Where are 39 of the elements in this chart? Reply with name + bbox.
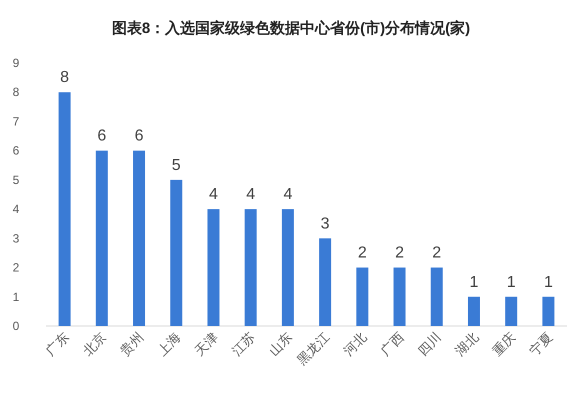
data-label: 3 — [320, 215, 330, 232]
y-tick-label: 0 — [12, 319, 20, 333]
data-label: 6 — [134, 128, 144, 145]
data-label: 4 — [283, 186, 292, 204]
x-tick-label: 四川 — [414, 330, 444, 358]
data-label: 4 — [246, 186, 256, 204]
x-tick-label: 广东 — [42, 330, 72, 358]
x-tick-label: 黑龙江 — [294, 330, 332, 368]
x-tick-label: 江苏 — [228, 330, 258, 358]
data-label: 2 — [358, 244, 367, 262]
title: 图表8：入选国家级绿色数据中心省份(市)分布情况(家) — [112, 20, 470, 37]
y-tick-label: 6 — [12, 144, 20, 158]
data-label: 1 — [544, 274, 553, 291]
data-label: 6 — [97, 128, 106, 145]
x-tick-label: 贵州 — [117, 330, 146, 358]
x-tick-label: 重庆 — [489, 330, 518, 358]
y-tick-label: 4 — [12, 202, 20, 216]
x-tick-label: 北京 — [80, 330, 109, 358]
x-tick-label: 湖北 — [452, 330, 482, 358]
x-tick-label: 河北 — [340, 330, 370, 358]
x-tick-label: 上海 — [154, 330, 184, 358]
x-tick-label: 天津 — [192, 330, 221, 358]
data-label: 2 — [395, 244, 404, 262]
y-tick-label: 2 — [12, 260, 20, 275]
data-label: 1 — [506, 274, 516, 291]
y-tick-label: 3 — [12, 231, 20, 246]
data-label: 2 — [432, 244, 442, 262]
y-tick-label: 1 — [12, 290, 20, 304]
x-tick-label: 广西 — [378, 330, 407, 358]
data-label: 5 — [172, 156, 181, 174]
data-label: 1 — [470, 274, 478, 291]
y-tick-label: 8 — [12, 85, 20, 100]
x-tick-label: 宁夏 — [526, 330, 556, 358]
y-tick-label: 5 — [12, 172, 20, 187]
y-tick-label: 9 — [12, 56, 20, 70]
data-label: 4 — [209, 186, 218, 204]
y-tick-label: 7 — [12, 114, 20, 128]
data-label: 8 — [60, 69, 70, 86]
x-tick-label: 山东 — [266, 330, 296, 358]
